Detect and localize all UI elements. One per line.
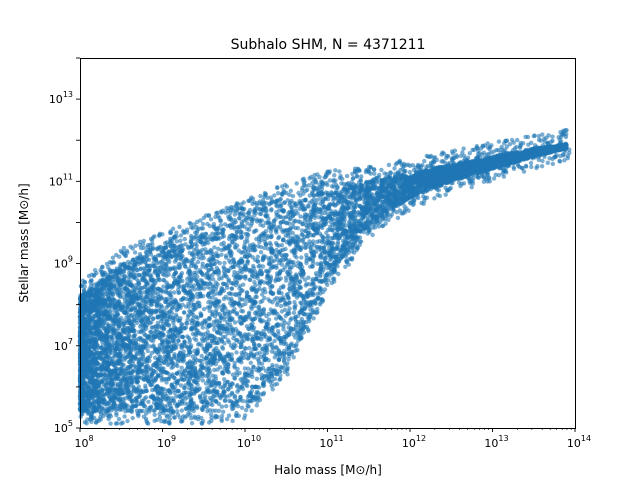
scatter-point bbox=[258, 250, 264, 255]
chart-title: Subhalo SHM, N = 4371211 bbox=[231, 37, 426, 53]
scatter-point bbox=[150, 316, 156, 321]
scatter-point bbox=[239, 250, 244, 255]
scatter-point bbox=[222, 341, 227, 346]
scatter-point bbox=[303, 245, 308, 250]
scatter-point bbox=[201, 306, 207, 312]
scatter-point bbox=[219, 252, 224, 257]
scatter-point bbox=[303, 283, 308, 288]
scatter-point bbox=[200, 247, 205, 252]
scatter-point bbox=[212, 245, 217, 250]
scatter-point bbox=[248, 360, 253, 365]
scatter-point bbox=[232, 333, 237, 338]
scatter-point bbox=[212, 323, 217, 328]
scatter-point bbox=[232, 320, 238, 325]
scatter-point bbox=[172, 290, 177, 295]
scatter-point bbox=[207, 308, 212, 314]
scatter-point bbox=[286, 357, 291, 362]
scatter-point bbox=[258, 222, 263, 227]
scatter-point bbox=[252, 269, 258, 274]
scatter-point bbox=[254, 228, 259, 233]
scatter-point bbox=[279, 204, 284, 209]
scatter-point bbox=[167, 259, 172, 264]
scatter-point bbox=[281, 327, 286, 332]
scatter-point bbox=[248, 223, 253, 228]
scatter-point bbox=[234, 350, 239, 355]
scatter-point bbox=[272, 338, 277, 344]
scatter-points bbox=[77, 128, 572, 426]
scatter-point bbox=[184, 320, 189, 326]
scatter-point bbox=[299, 255, 304, 260]
scatter-point bbox=[232, 360, 237, 366]
scatter-point bbox=[222, 398, 228, 403]
scatter-point bbox=[224, 404, 229, 409]
scatter-point bbox=[274, 302, 280, 308]
scatter-point bbox=[217, 260, 222, 266]
scatter-point bbox=[136, 384, 141, 389]
scatter-point bbox=[234, 279, 240, 285]
scatter-point bbox=[326, 227, 331, 233]
scatter-point bbox=[239, 270, 244, 275]
scatter-point bbox=[262, 245, 267, 251]
scatter-point bbox=[161, 284, 166, 289]
scatter-point bbox=[179, 365, 184, 370]
scatter-point bbox=[292, 218, 297, 223]
scatter-point bbox=[299, 228, 305, 233]
scatter-point bbox=[353, 196, 359, 201]
scatter-point bbox=[331, 184, 336, 189]
scatter-point bbox=[247, 345, 252, 351]
scatter-point bbox=[307, 193, 312, 198]
scatter-point bbox=[254, 376, 260, 381]
scatter-point bbox=[225, 338, 231, 343]
scatter-point bbox=[160, 271, 165, 277]
scatter-point bbox=[298, 300, 303, 305]
scatter-point bbox=[171, 338, 176, 344]
scatter-point bbox=[299, 232, 304, 237]
scatter-point bbox=[176, 389, 181, 394]
scatter-point bbox=[179, 322, 184, 327]
scatter-point bbox=[223, 294, 228, 300]
scatter-point bbox=[269, 349, 274, 354]
scatter-point bbox=[306, 275, 311, 280]
scatter-point bbox=[217, 365, 223, 370]
scatter-point bbox=[237, 314, 242, 320]
scatter-point bbox=[270, 300, 275, 305]
scatter-point bbox=[242, 264, 248, 269]
scatter-point bbox=[216, 246, 221, 251]
scatter-point bbox=[216, 272, 221, 277]
scatter-point bbox=[212, 327, 217, 332]
